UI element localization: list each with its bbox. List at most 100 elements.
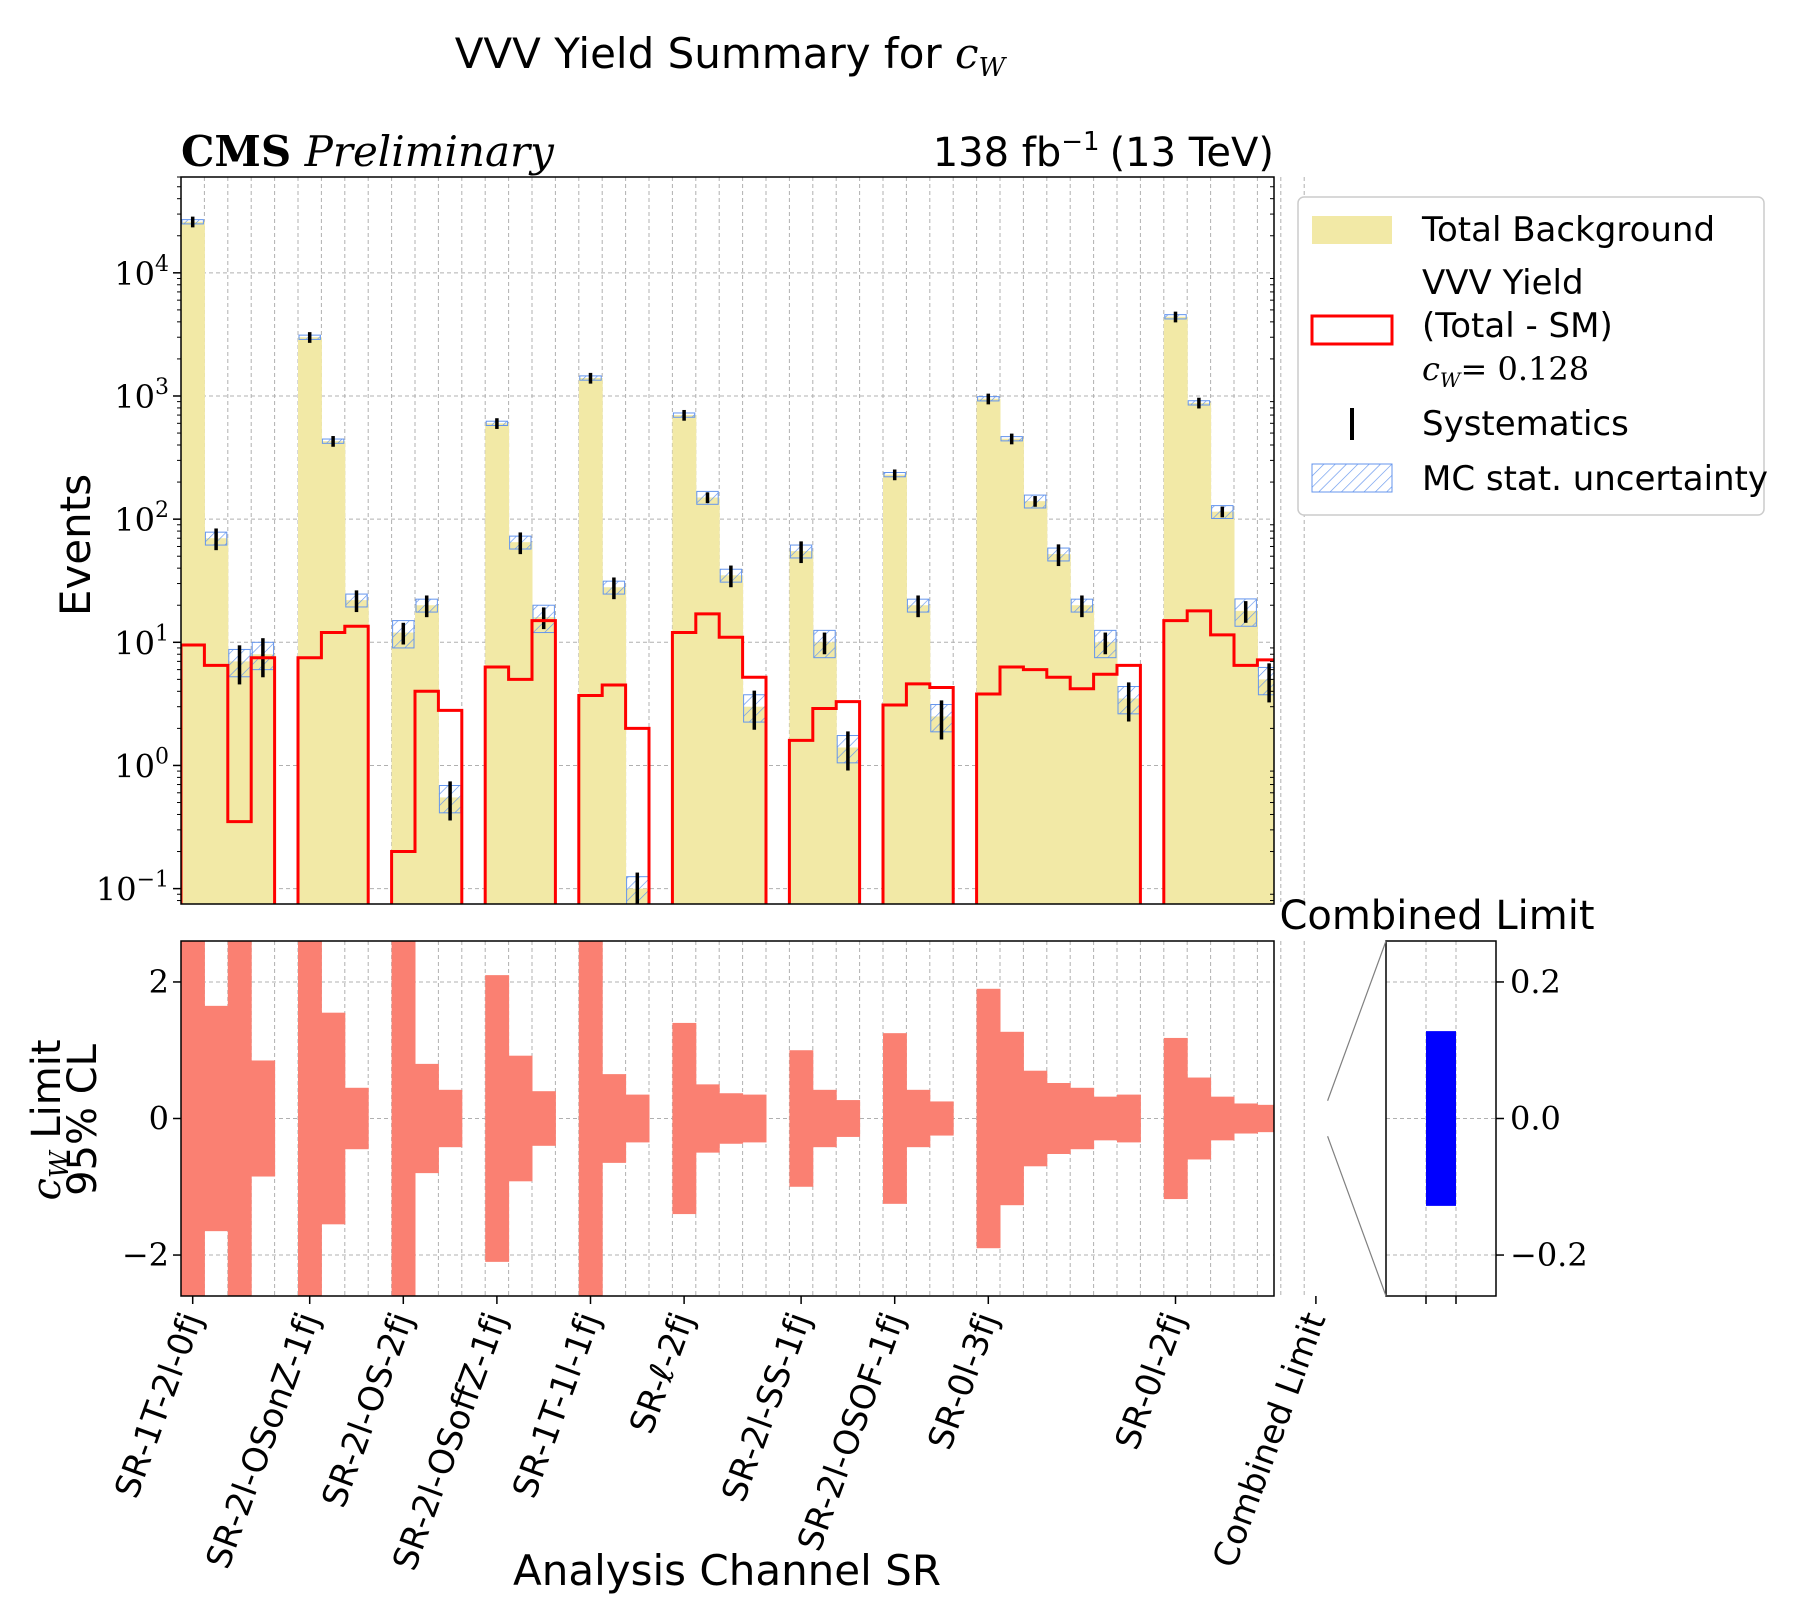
background-bar	[742, 706, 767, 904]
limit-bar	[1000, 1031, 1024, 1206]
vvv-yield-step	[181, 643, 277, 904]
background-bar	[789, 551, 814, 904]
lumi-exponent: −1	[1061, 127, 1099, 157]
limit-bar	[391, 941, 416, 1296]
limit-bar	[789, 1050, 814, 1187]
zoom-connector	[1327, 940, 1387, 1101]
legend-cw-label: cW= 0.128	[1422, 350, 1589, 392]
background-bar	[391, 632, 416, 904]
yield-plot: 10−1 100 101 102 103 104	[96, 176, 1305, 909]
limit-bar	[1187, 1077, 1212, 1160]
background-bar	[204, 538, 229, 904]
limit-bar	[812, 1089, 837, 1148]
background-bar	[1210, 511, 1235, 904]
limit-bar	[1046, 1083, 1071, 1154]
x-tick-label: SR-0l-2fj	[1108, 1307, 1194, 1455]
limit-bar	[672, 1022, 697, 1215]
yield-ticks: 10−1 100 101 102 103 104	[96, 176, 1274, 909]
background-bar	[1023, 501, 1048, 904]
legend-systematics-label: Systematics	[1422, 404, 1629, 444]
limit-bar	[625, 1094, 650, 1143]
legend-total-background-swatch	[1312, 216, 1392, 244]
background-bar	[883, 474, 907, 904]
background-bar	[438, 797, 463, 904]
limit-bar	[695, 1084, 720, 1153]
limit-bars	[181, 941, 1327, 1296]
background-bar	[1117, 698, 1141, 904]
zoom-combined-bar	[1426, 1031, 1456, 1206]
limit-bar	[532, 1091, 556, 1146]
background-bar	[415, 605, 439, 904]
combined-zoom-box	[1304, 1101, 1327, 1137]
limit-bar	[181, 941, 205, 1296]
limit-bar	[227, 941, 252, 1296]
background-bar	[251, 654, 276, 904]
limit-bar	[204, 1005, 229, 1232]
legend-total-background-label: Total Background	[1421, 210, 1715, 250]
limit-bar	[415, 1063, 439, 1174]
combined-zoom-plot: −0.2 0.0 0.2	[1327, 940, 1588, 1304]
limit-ticks: −2 0 2	[122, 963, 181, 1274]
zoom-y-tick-label: 0.2	[1510, 963, 1561, 1001]
background-bar	[578, 377, 603, 904]
limit-bar	[1023, 1070, 1048, 1167]
x-tick-label: SR-0l-3fj	[920, 1307, 1006, 1455]
zoom-connector	[1327, 1136, 1387, 1297]
background-bar	[812, 642, 837, 904]
limit-bar	[906, 1089, 931, 1148]
y-tick-label: 104	[114, 252, 169, 293]
y-tick-label: 103	[114, 375, 169, 416]
lumi-energy: (13 TeV)	[1110, 130, 1274, 176]
chart-title-symbol: c	[955, 29, 979, 78]
lumi-label: 138 fb−1 (13 TeV)	[933, 127, 1274, 176]
lumi-value: 138 fb	[933, 130, 1062, 176]
background-bar	[672, 415, 697, 904]
limit-bar	[438, 1089, 463, 1148]
legend-vvv-swatch	[1310, 314, 1394, 346]
vvv-yield-step	[670, 612, 768, 904]
combined-limit-bar	[1304, 1110, 1327, 1127]
vvv-yield-step	[975, 663, 1142, 904]
y-tick-label: 0	[149, 1100, 169, 1138]
limit-bar	[1163, 1037, 1188, 1200]
background-bar	[1046, 554, 1071, 904]
background-bar	[181, 221, 205, 904]
limit-bar	[883, 1033, 907, 1204]
experiment-name: CMS	[181, 127, 291, 176]
y-axis-label-events: Events	[51, 474, 100, 616]
limit-bar	[976, 988, 1001, 1249]
vvv-yield-step	[1162, 609, 1274, 904]
limit-bar	[508, 1055, 533, 1182]
background-bar	[1187, 402, 1212, 904]
y-axis-label-limit-cl: 95% CL	[60, 1043, 106, 1196]
limit-label-sym: c	[24, 1178, 70, 1200]
limit-bar	[298, 941, 322, 1296]
x-axis-label: Analysis Channel SR	[513, 1546, 941, 1595]
background-bar	[1163, 316, 1188, 904]
legend-vvv-label-1: VVV Yield	[1422, 263, 1584, 303]
legend-cw-sym: c	[1422, 350, 1440, 388]
zoom-y-tick-label: 0.0	[1510, 1100, 1561, 1138]
background-bar	[929, 716, 954, 904]
x-tick-label: SR-2l-OS-2fj	[314, 1307, 421, 1512]
background-bar	[906, 605, 931, 904]
limit-bar	[485, 975, 510, 1262]
background-bar	[1093, 642, 1118, 904]
cms-label: CMS Preliminary	[181, 127, 555, 176]
vvv-yield-step	[390, 689, 464, 904]
legend-cw-sub: W	[1440, 368, 1462, 392]
vvv-yield-step	[881, 682, 955, 904]
background-bar	[695, 497, 720, 904]
background-bar	[1000, 438, 1024, 904]
limit-bar	[251, 1060, 276, 1177]
limit-bar	[321, 1012, 346, 1225]
legend-cw-value: = 0.128	[1460, 350, 1589, 388]
y-tick-label: −2	[122, 1236, 169, 1274]
vvv-yield-step	[787, 700, 862, 904]
background-bar	[976, 398, 1001, 904]
limit-bar	[929, 1101, 954, 1136]
limit-label-sub: W	[45, 1149, 75, 1178]
background-bar	[227, 661, 252, 904]
